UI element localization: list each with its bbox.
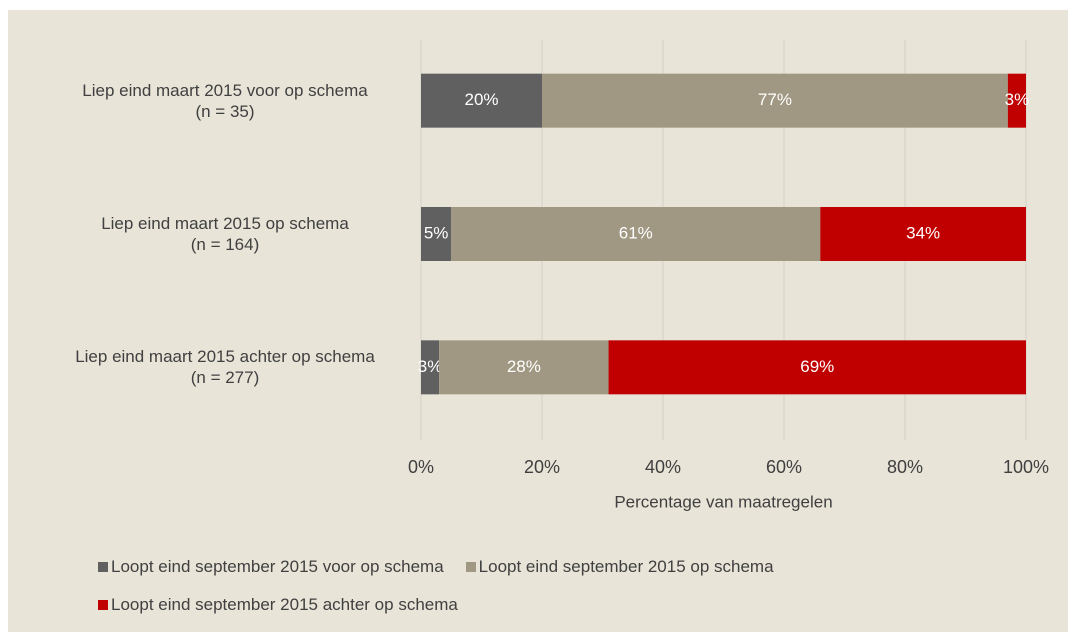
value-label: 5% [424, 223, 449, 242]
x-axis-title: Percentage van maatregelen [614, 492, 832, 511]
x-tick-label: 0% [408, 457, 434, 477]
legend-label: Loopt eind september 2015 op schema [478, 557, 774, 576]
category-label: Liep eind maart 2015 op schema (n = 164) [101, 214, 349, 254]
legend: Loopt eind september 2015 voor op schema… [98, 555, 978, 617]
bar-segment [1007, 73, 1026, 128]
bar-segment [820, 207, 1026, 261]
legend-item: Loopt eind september 2015 voor op schema [98, 555, 444, 579]
x-tick-label: 100% [1003, 457, 1049, 477]
category-label: Liep eind maart 2015 voor op schema (n =… [82, 80, 368, 121]
x-tick-label: 60% [766, 457, 802, 477]
x-tick-label: 20% [524, 457, 560, 477]
bar-segment [451, 207, 821, 261]
legend-swatch [465, 562, 476, 572]
value-label: 69% [800, 357, 834, 376]
category-label: Liep eind maart 2015 achter op schema (n… [75, 347, 375, 388]
value-label: 3% [418, 357, 443, 376]
legend-label: Loopt eind september 2015 voor op schema [111, 557, 444, 576]
bar-segment [421, 207, 452, 261]
bar-segment [439, 340, 609, 395]
bar-segment [542, 73, 1008, 128]
value-label: 61% [619, 223, 653, 242]
value-label: 20% [464, 90, 498, 109]
x-tick-label: 80% [887, 457, 923, 477]
legend-label: Loopt eind september 2015 achter op sche… [111, 595, 458, 614]
bar-segment [421, 73, 542, 128]
value-label: 3% [1005, 90, 1030, 109]
value-label: 34% [906, 223, 940, 242]
legend-swatch [98, 562, 108, 572]
bar-segment [608, 340, 1026, 395]
bar-segment [421, 340, 440, 395]
legend-item: Loopt eind september 2015 achter op sche… [98, 593, 458, 617]
value-label: 28% [507, 357, 541, 376]
legend-swatch [98, 600, 108, 610]
x-tick-label: 40% [645, 457, 681, 477]
legend-item: Loopt eind september 2015 op schema [465, 555, 774, 579]
value-label: 77% [758, 90, 792, 109]
